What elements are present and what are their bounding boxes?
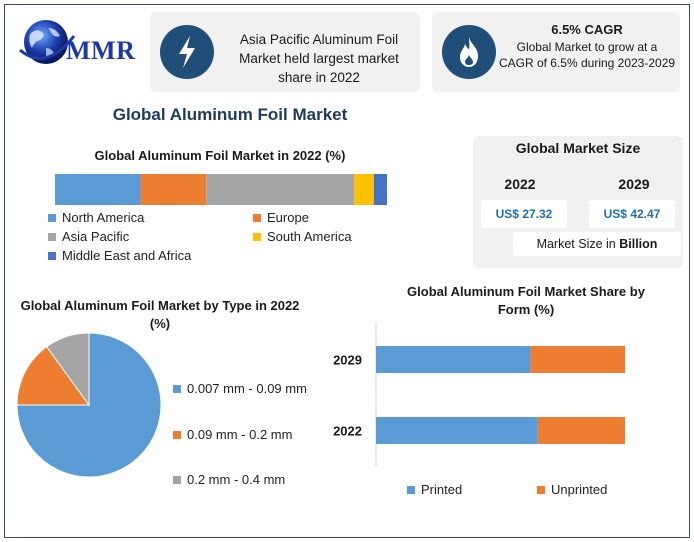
legend-swatch [253,233,261,241]
flame-icon [442,25,496,79]
legend-item-0-2-mm-0-4-mm: 0.2 mm - 0.4 mm [173,472,285,488]
market-size-unit-prefix: Market Size in [536,237,620,251]
region-bar-segment-middle-east-and-africa [373,174,387,205]
legend-swatch [173,385,181,393]
market-size-unit: Market Size in Billion [513,232,681,256]
market-size-value-2029: US$ 42.47 [589,200,675,228]
region-bar-segment-europe [140,174,207,205]
market-size-year-2029: 2029 [618,176,650,192]
type-chart-title: Global Aluminum Foil Market by Type in 2… [20,298,300,331]
cagr-info-card: 6.5% CAGR Global Market to grow at a CAG… [432,12,680,92]
market-size-value-2022: US$ 27.32 [481,200,567,228]
region-info-text: Asia Pacific Aluminum Foil Market held l… [239,32,399,85]
legend-swatch [173,476,181,484]
legend-item-unprinted: Unprinted [537,482,607,498]
logo-text: MMR [66,36,136,65]
legend-swatch [48,233,56,241]
legend-item-north-america: North America [48,210,144,226]
legend-label: North America [62,210,145,225]
legend-label: 0.2 mm - 0.4 mm [187,472,286,487]
legend-item-middle-east-and-africa: Middle East and Africa [48,248,191,264]
legend-swatch [407,486,415,494]
region-bar-segment-north-america [55,174,141,205]
form-bar-2022-unprinted [537,417,625,444]
legend-swatch [253,214,261,222]
legend-label: Unprinted [551,482,608,497]
legend-swatch [48,214,56,222]
market-size-unit-label: Billion [619,237,658,251]
globe-icon [19,20,76,64]
form-category-label-2022: 2022 [333,424,362,439]
legend-label: Europe [267,210,309,225]
form-chart-title: Global Aluminum Foil Market Share by For… [407,284,645,317]
pie-slice-0-09-mm-0-2-mm [16,346,90,406]
legend-label: Middle East and Africa [62,248,192,263]
legend-swatch [173,431,181,439]
form-bar-2022-printed [376,417,538,444]
legend-item-south-america: South America [253,229,352,245]
legend-label: South America [267,229,352,244]
cagr-title: 6.5% CAGR [551,22,623,37]
region-bar-segment-south-america [354,174,374,205]
mmr-logo: MMR [16,14,144,70]
legend-label: 0.09 mm - 0.2 mm [187,427,293,442]
legend-swatch [48,252,56,260]
legend-swatch [537,486,545,494]
legend-label: 0.007 mm - 0.09 mm [187,381,307,396]
lightning-icon [160,25,214,79]
market-size-title: Global Market Size [515,140,641,156]
legend-item-asia-pacific: Asia Pacific [48,229,129,245]
legend-item-europe: Europe [253,210,309,226]
cagr-text: Global Market to grow at a CAGR of 6.5% … [498,40,676,70]
infographic-frame [4,4,690,538]
region-chart-title: Global Aluminum Foil Market in 2022 (%) [94,148,346,163]
form-bar-2029-unprinted [530,346,625,373]
main-title: Global Aluminum Foil Market [112,105,348,124]
pie-slice-0-2-mm-0-4-mm [45,332,90,407]
legend-item-0-09-mm-0-2-mm: 0.09 mm - 0.2 mm [173,427,292,443]
legend-item-printed: Printed [407,482,462,498]
form-bar-2029-printed [376,346,531,373]
region-info-card: Asia Pacific Aluminum Foil Market held l… [150,12,420,92]
market-size-card: Global Market Size 2022 2029 US$ 27.32 U… [473,136,683,268]
legend-label: Printed [421,482,463,497]
region-bar-segment-asia-pacific [206,174,355,205]
legend-label: Asia Pacific [62,229,130,244]
form-category-label-2029: 2029 [333,353,362,368]
market-size-year-2022: 2022 [504,176,536,192]
legend-item-0-007-mm-0-09-mm: 0.007 mm - 0.09 mm [173,381,307,397]
